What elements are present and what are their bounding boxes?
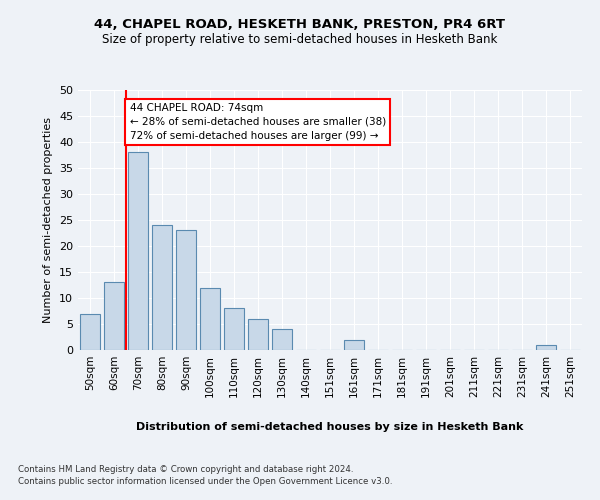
Bar xyxy=(128,152,148,350)
Bar xyxy=(104,282,124,350)
Bar xyxy=(176,230,196,350)
Bar xyxy=(80,314,100,350)
Text: Contains public sector information licensed under the Open Government Licence v3: Contains public sector information licen… xyxy=(18,478,392,486)
Bar xyxy=(200,288,220,350)
Text: Size of property relative to semi-detached houses in Hesketh Bank: Size of property relative to semi-detach… xyxy=(103,32,497,46)
Bar xyxy=(224,308,244,350)
Bar xyxy=(248,319,268,350)
Text: Contains HM Land Registry data © Crown copyright and database right 2024.: Contains HM Land Registry data © Crown c… xyxy=(18,465,353,474)
Text: 44, CHAPEL ROAD, HESKETH BANK, PRESTON, PR4 6RT: 44, CHAPEL ROAD, HESKETH BANK, PRESTON, … xyxy=(95,18,505,30)
Bar xyxy=(536,345,556,350)
Bar xyxy=(344,340,364,350)
Bar xyxy=(152,225,172,350)
Text: 44 CHAPEL ROAD: 74sqm
← 28% of semi-detached houses are smaller (38)
72% of semi: 44 CHAPEL ROAD: 74sqm ← 28% of semi-deta… xyxy=(130,103,386,141)
Text: Distribution of semi-detached houses by size in Hesketh Bank: Distribution of semi-detached houses by … xyxy=(136,422,524,432)
Bar xyxy=(272,329,292,350)
Y-axis label: Number of semi-detached properties: Number of semi-detached properties xyxy=(43,117,53,323)
